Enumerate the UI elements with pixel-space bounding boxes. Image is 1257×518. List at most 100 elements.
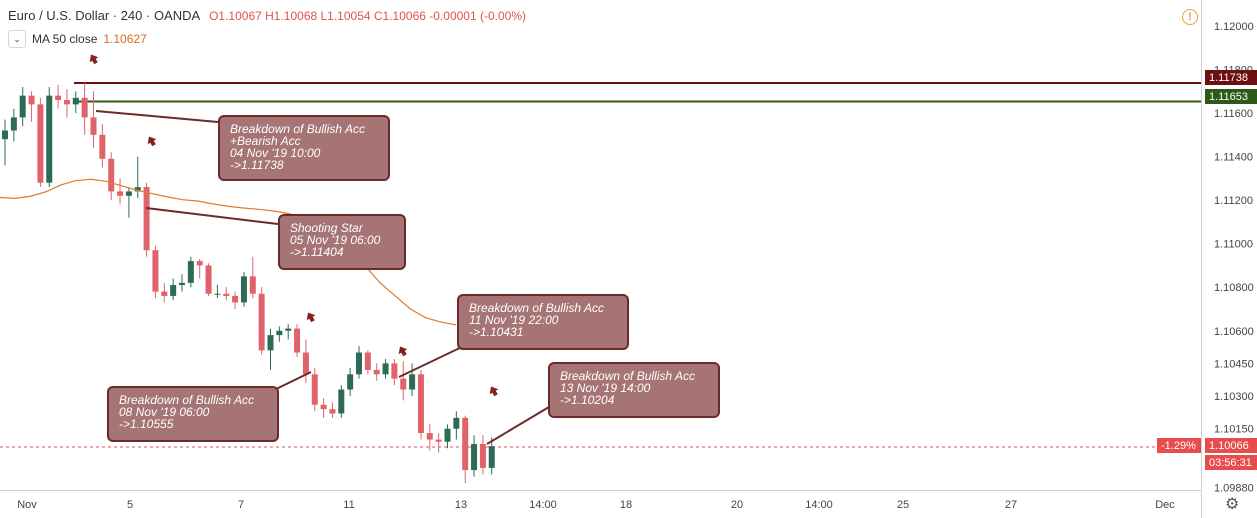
candle-body xyxy=(400,378,407,390)
annotation-breakdown-11nov[interactable]: Breakdown of Bullish Acc 11 Nov '19 22:0… xyxy=(457,294,629,350)
candle-body xyxy=(196,261,203,266)
candle-body xyxy=(99,134,106,159)
percent-change-tag: -1.29% xyxy=(1157,438,1201,453)
annotation-breakdown-13nov[interactable]: Breakdown of Bullish Acc 13 Nov '19 14:0… xyxy=(548,362,720,418)
resistance-1-tag: 1.11738 xyxy=(1205,70,1257,85)
candle-body xyxy=(338,389,345,414)
ma-label[interactable]: MA 50 close xyxy=(32,32,98,46)
pattern-marker-icon xyxy=(306,312,316,323)
ohlc-readout: O1.10067 H1.10068 L1.10054 C1.10066 -0.0… xyxy=(209,9,526,23)
x-tick-label: 13 xyxy=(455,499,467,511)
chart-header: Euro / U.S. Dollar · 240 · OANDA O1.1006… xyxy=(8,8,526,23)
candle-body xyxy=(356,352,362,375)
candle-body xyxy=(205,265,212,294)
annotation-connector xyxy=(398,344,467,378)
candle-body xyxy=(134,187,141,192)
pattern-marker-icon xyxy=(147,136,157,147)
candle-body xyxy=(409,374,416,390)
candle-body xyxy=(187,261,194,283)
y-tick-label: 1.10800 xyxy=(1214,282,1254,294)
candle-body xyxy=(364,352,371,370)
candle-body xyxy=(311,374,318,405)
gear-icon[interactable]: ⚙ xyxy=(1225,496,1240,513)
x-tick-label: 25 xyxy=(897,499,909,511)
x-tick-label: 14:00 xyxy=(529,499,557,511)
annotation-breakdown-08nov[interactable]: Breakdown of Bullish Acc 08 Nov '19 06:0… xyxy=(107,386,279,442)
chevron-down-icon[interactable]: ⌄ xyxy=(8,30,26,48)
x-tick-label: 20 xyxy=(731,499,743,511)
y-tick-label: 1.11200 xyxy=(1214,195,1253,207)
candle-body xyxy=(267,335,274,351)
candle-body xyxy=(479,443,486,468)
candle-body xyxy=(329,409,336,414)
annotation-connector xyxy=(145,207,279,225)
candle-body xyxy=(10,117,17,131)
warning-icon[interactable]: ! xyxy=(1182,9,1198,25)
candle-body xyxy=(170,285,177,296)
candle-body xyxy=(302,352,309,375)
candle-body xyxy=(320,404,327,410)
candle-body xyxy=(46,95,53,183)
candle-body xyxy=(214,293,221,295)
candle-body xyxy=(161,291,168,296)
x-tick-label: 5 xyxy=(127,499,133,511)
candle-body xyxy=(249,276,256,294)
y-tick-label: 1.11600 xyxy=(1214,108,1253,120)
candle-body xyxy=(232,295,239,303)
annotation-connector xyxy=(486,406,550,445)
candle-body xyxy=(223,293,230,296)
annotation-connector xyxy=(95,110,219,123)
candle-body xyxy=(55,95,62,101)
x-tick-label: 7 xyxy=(238,499,244,511)
candle-body xyxy=(347,374,354,390)
pattern-marker-icon xyxy=(489,386,499,397)
y-tick-label: 1.11000 xyxy=(1214,239,1253,251)
candle-body xyxy=(90,117,97,135)
candle-body xyxy=(444,428,451,442)
candle-body xyxy=(108,158,115,192)
candle-body xyxy=(125,191,132,196)
symbol-title[interactable]: Euro / U.S. Dollar · 240 · OANDA xyxy=(8,8,200,23)
candle-body xyxy=(285,328,292,331)
y-tick-label: 1.10300 xyxy=(1214,391,1254,403)
candle-body xyxy=(382,363,389,375)
ma-value: 1.10627 xyxy=(103,32,147,46)
resistance-2-tag: 1.11653 xyxy=(1205,89,1257,104)
annotation-breakdown-04nov[interactable]: Breakdown of Bullish Acc +Bearish Acc 04… xyxy=(218,115,390,181)
candle-body xyxy=(391,363,398,379)
candle-body xyxy=(373,369,380,375)
x-tick-label: 11 xyxy=(343,499,354,511)
candle-body xyxy=(488,446,495,468)
last-price-tag: 1.10066 xyxy=(1205,438,1257,453)
x-tick-label: 27 xyxy=(1005,499,1017,511)
candle-body xyxy=(276,330,283,336)
candle-body xyxy=(179,282,185,286)
indicator-row: ⌄ MA 50 close 1.10627 xyxy=(8,30,147,48)
candle-body xyxy=(258,293,265,351)
y-tick-label: 1.12000 xyxy=(1214,21,1254,33)
y-tick-label: 1.09880 xyxy=(1214,482,1254,494)
pattern-marker-icon xyxy=(89,54,99,65)
candle-body xyxy=(19,95,26,118)
candle-body xyxy=(294,328,301,353)
x-tick-label: Nov xyxy=(17,499,37,511)
y-tick-label: 1.10450 xyxy=(1214,358,1254,370)
candle-body xyxy=(435,439,442,442)
candle-body xyxy=(143,187,150,251)
candle-body xyxy=(28,95,35,105)
candle-body xyxy=(462,417,469,471)
candle-body xyxy=(117,191,124,196)
candle-body xyxy=(152,250,159,292)
x-tick-label: Dec xyxy=(1155,499,1175,511)
annotation-shooting-star[interactable]: Shooting Star 05 Nov '19 06:00 ->1.11404 xyxy=(278,214,406,270)
candle-body xyxy=(471,443,478,471)
candle-body xyxy=(81,97,88,118)
y-tick-label: 1.10150 xyxy=(1214,424,1254,436)
x-tick-label: 18 xyxy=(620,499,632,511)
candle-body xyxy=(2,130,8,140)
y-tick-label: 1.11400 xyxy=(1214,152,1253,164)
candle-body xyxy=(37,104,44,183)
countdown-tag: 03:56:31 xyxy=(1205,455,1257,470)
candle-body xyxy=(63,100,70,105)
